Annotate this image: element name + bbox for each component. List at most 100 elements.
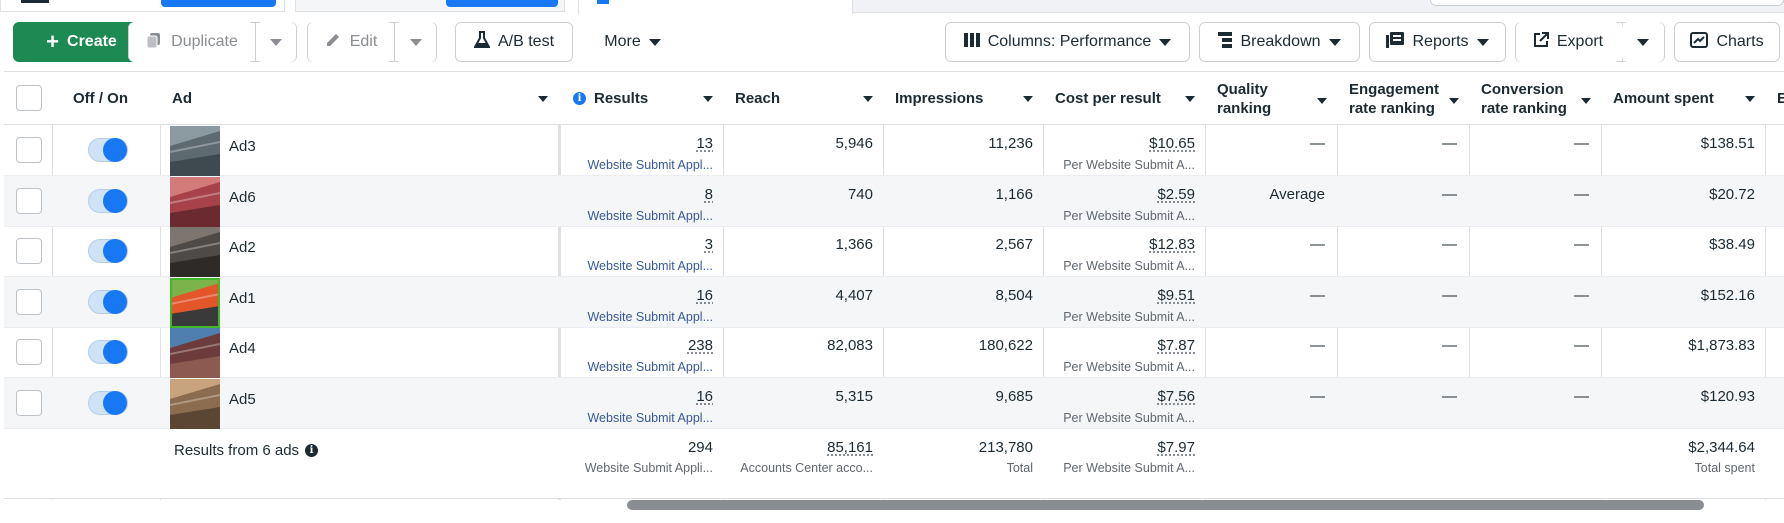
ad-thumbnail[interactable]	[170, 277, 220, 328]
charts-button[interactable]: Charts	[1674, 22, 1780, 62]
breakdown-icon	[1218, 31, 1233, 53]
col-ad[interactable]: Ad	[160, 72, 558, 125]
horizontal-scrollbar[interactable]	[627, 500, 1704, 510]
col-next-partial[interactable]: E	[1777, 90, 1784, 107]
export-button[interactable]: Export	[1516, 22, 1620, 62]
col-quality-ranking[interactable]: Quality ranking	[1205, 72, 1337, 125]
footer-impressions: 213,780 Total	[978, 439, 1033, 475]
edit-dropdown-button[interactable]	[395, 22, 436, 62]
export-dropdown-button[interactable]	[1622, 22, 1664, 62]
cell-cost-per-result: $2.59 Per Website Submit A...	[1063, 185, 1195, 223]
sort-caret-icon[interactable]	[1023, 96, 1033, 102]
ad-name[interactable]: Ad4	[229, 340, 256, 357]
table-row[interactable]: Ad2 3 Website Submit Appl... 1,366 2,567…	[4, 226, 1784, 277]
ad-toggle[interactable]	[88, 340, 128, 364]
table-row[interactable]: Ad6 8 Website Submit Appl... 740 1,166 $…	[4, 175, 1784, 227]
more-button[interactable]: More	[590, 22, 675, 62]
row-checkbox[interactable]	[16, 389, 42, 416]
row-checkbox[interactable]	[16, 288, 42, 315]
sort-caret-icon[interactable]	[703, 96, 713, 102]
sort-caret-icon[interactable]	[1317, 98, 1327, 104]
ad-toggle[interactable]	[88, 390, 128, 415]
tab-ad-sets[interactable]	[295, 0, 565, 12]
sort-caret-icon[interactable]	[863, 96, 873, 102]
ad-name[interactable]: Ad5	[229, 390, 256, 408]
cell-conversion-ranking: —	[1574, 387, 1589, 405]
tab-ads[interactable]	[578, 0, 853, 14]
cell-quality-ranking: —	[1310, 337, 1325, 354]
ad-thumbnail[interactable]	[170, 126, 220, 176]
cell-quality-ranking: —	[1310, 387, 1325, 405]
duplicate-button[interactable]: Duplicate	[129, 22, 254, 62]
ad-thumbnail[interactable]	[170, 176, 220, 227]
ad-name[interactable]: Ad3	[229, 138, 256, 155]
chevron-down-icon	[1637, 38, 1649, 46]
cell-reach: 740	[847, 185, 873, 203]
ad-thumbnail[interactable]	[170, 328, 220, 378]
cell-cost-per-result: $10.65 Per Website Submit A...	[1063, 135, 1195, 172]
cell-reach: 82,083	[827, 337, 873, 354]
table-row[interactable]: Ad5 16 Website Submit Appl... 5,315 9,68…	[4, 377, 1784, 429]
col-engagement-ranking[interactable]: Engagement rate ranking	[1337, 72, 1469, 125]
row-checkbox[interactable]	[16, 137, 42, 163]
columns-button[interactable]: Columns: Performance	[945, 22, 1190, 62]
col-conversion-ranking[interactable]: Conversion rate ranking	[1469, 72, 1601, 125]
row-checkbox[interactable]	[16, 238, 42, 264]
row-checkbox[interactable]	[16, 339, 42, 365]
ad-toggle[interactable]	[88, 138, 128, 162]
cell-results: 3 Website Submit Appl...	[587, 236, 713, 273]
ad-name[interactable]: Ad2	[229, 239, 256, 256]
sort-caret-icon[interactable]	[538, 96, 548, 102]
cell-reach: 4,407	[835, 286, 873, 304]
footer-cost-per-result: $7.97 Per Website Submit A...	[1063, 439, 1195, 475]
ad-name[interactable]: Ad1	[229, 289, 256, 307]
ad-toggle[interactable]	[88, 188, 128, 213]
col-amount-spent[interactable]: Amount spent	[1601, 72, 1765, 125]
breakdown-button[interactable]: Breakdown	[1199, 22, 1360, 62]
line-chart-icon	[1690, 31, 1709, 53]
results-summary-label: Results from 6 ads i	[174, 442, 319, 459]
info-icon[interactable]: i	[305, 444, 319, 457]
select-all-checkbox[interactable]	[16, 85, 42, 111]
cell-impressions: 1,166	[995, 185, 1033, 203]
create-button[interactable]: + Create	[13, 22, 150, 62]
table-row[interactable]: Ad4 238 Website Submit Appl... 82,083 18…	[4, 327, 1784, 378]
reports-button[interactable]: Reports	[1369, 22, 1506, 62]
cell-amount-spent: $152.16	[1700, 286, 1755, 304]
ad-toggle[interactable]	[88, 239, 128, 263]
ad-thumbnail[interactable]	[170, 227, 220, 277]
tab-campaigns[interactable]	[0, 0, 285, 12]
info-icon[interactable]: i	[573, 92, 586, 105]
col-impressions[interactable]: Impressions	[883, 72, 1043, 125]
cell-cost-per-result: $7.87 Per Website Submit A...	[1063, 337, 1195, 374]
cell-conversion-ranking: —	[1574, 135, 1589, 152]
export-icon	[1533, 31, 1549, 53]
ads-table: Off / On Ad i Results Reach Impressions …	[4, 71, 1784, 500]
sort-caret-icon[interactable]	[1745, 96, 1755, 102]
cell-conversion-ranking: —	[1574, 337, 1589, 354]
ad-name[interactable]: Ad6	[229, 188, 256, 206]
cell-impressions: 8,504	[995, 286, 1033, 304]
duplicate-icon	[145, 31, 163, 54]
cell-quality-ranking: —	[1310, 135, 1325, 152]
table-row[interactable]: Ad3 13 Website Submit Appl... 5,946 11,2…	[4, 125, 1784, 176]
cell-amount-spent: $120.93	[1700, 387, 1755, 405]
table-row[interactable]: Ad1 16 Website Submit Appl... 4,407 8,50…	[4, 276, 1784, 328]
ad-thumbnail[interactable]	[170, 378, 220, 429]
search-input[interactable]	[1430, 0, 1784, 6]
sort-caret-icon[interactable]	[1581, 98, 1591, 104]
sort-caret-icon[interactable]	[1185, 96, 1195, 102]
top-tab-strip	[0, 0, 1784, 14]
cell-results: 13 Website Submit Appl...	[587, 135, 713, 172]
sort-caret-icon[interactable]	[1449, 98, 1459, 104]
row-checkbox[interactable]	[16, 187, 42, 214]
edit-button[interactable]: Edit	[308, 22, 393, 62]
col-cost-per-result[interactable]: Cost per result	[1043, 72, 1205, 125]
duplicate-dropdown-button[interactable]	[256, 22, 296, 62]
col-results[interactable]: i Results	[561, 72, 723, 125]
footer-reach: 85,161 Accounts Center acco...	[740, 439, 873, 475]
ad-toggle[interactable]	[88, 289, 128, 314]
col-reach[interactable]: Reach	[723, 72, 883, 125]
cell-reach: 5,315	[835, 387, 873, 405]
ab-test-button[interactable]: A/B test	[455, 22, 573, 62]
